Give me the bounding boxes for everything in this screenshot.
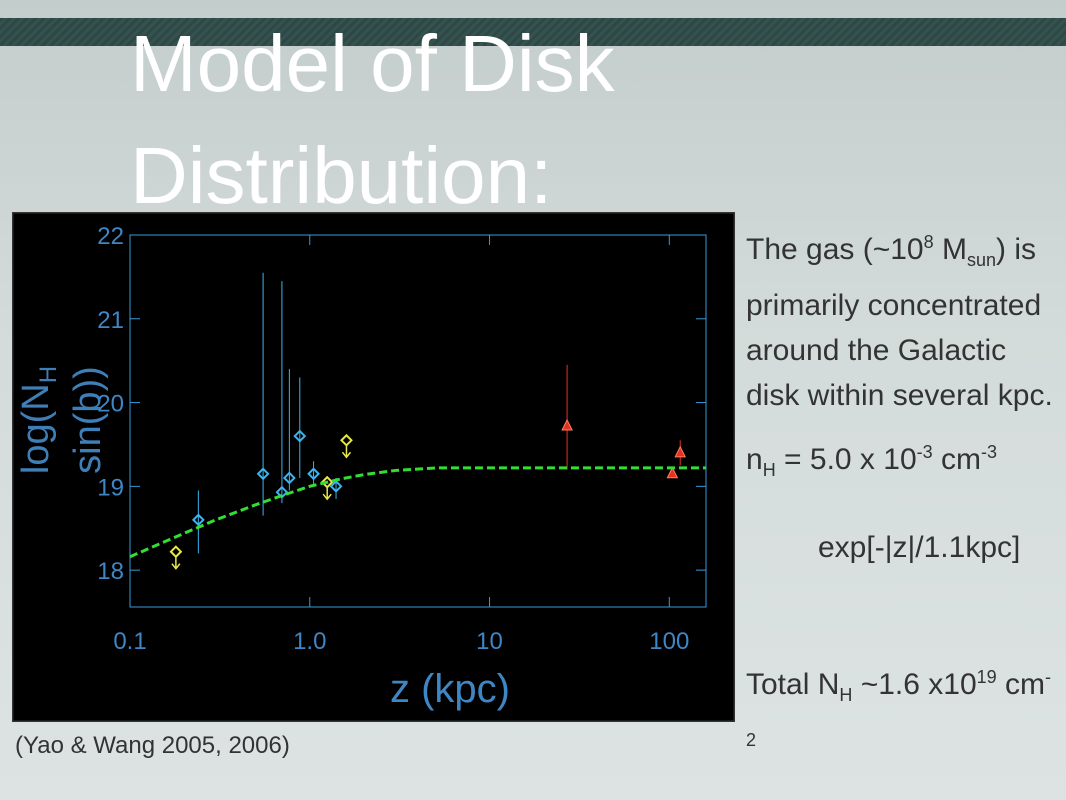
marker <box>282 471 296 485</box>
sub: H <box>762 460 776 480</box>
y-label-sub: H <box>35 366 62 383</box>
marker <box>329 479 343 493</box>
sub: H <box>839 685 853 705</box>
marker <box>666 466 679 479</box>
upper-limit-arrow <box>171 556 181 570</box>
marker <box>320 475 334 489</box>
x-tick-label: 0.1 <box>113 628 146 655</box>
text: M <box>941 233 967 266</box>
marker <box>307 467 320 481</box>
text: = 5.0 x 10 <box>784 443 917 476</box>
marker <box>275 485 289 499</box>
exp-note: exp[-|z|/1.1kpc] <box>746 525 1046 570</box>
marker <box>169 545 183 559</box>
text: ~1.6 x10 <box>860 668 977 701</box>
sup: -3 <box>981 442 998 462</box>
y-axis-label-2: sin(b)) <box>67 366 109 474</box>
x-axis-label: z (kpc) <box>390 667 510 711</box>
y-tick-label: 18 <box>97 558 124 585</box>
y-tick-label: 21 <box>97 307 124 334</box>
density-note: nH = 5.0 x 10-3 cm-3 <box>746 430 1058 493</box>
sub: sun <box>966 250 997 270</box>
text: n <box>746 443 763 476</box>
sup: 8 <box>923 232 934 252</box>
chart: z (kpc) log(NH sin(b)) 0.1 1.0 10 100 18 19 20… <box>12 212 735 722</box>
text: exp[-|z|/1.1kpc] <box>818 531 1021 564</box>
marker <box>256 467 270 481</box>
marker <box>293 429 307 443</box>
text: cm <box>1005 668 1046 701</box>
y-tick-label: 22 <box>97 223 124 250</box>
gas-note: The gas (~108 Msun) is primarily concent… <box>746 220 1058 418</box>
plot-frame <box>129 234 707 608</box>
text: The gas (~10 <box>746 233 924 266</box>
text: ) is primarily concentrated around the G… <box>746 233 1053 412</box>
header-band <box>0 18 1066 46</box>
total-note: Total NH ~1.6 x1019 cm-2 <box>746 655 1058 770</box>
upper-limit-arrow <box>322 487 332 501</box>
upper-limit-arrow <box>341 445 352 459</box>
citation: (Yao & Wang 2005, 2006) <box>15 728 315 764</box>
y-label-text: log(N <box>15 383 57 474</box>
y-tick-label: 19 <box>97 474 124 501</box>
marker <box>561 418 573 431</box>
marker <box>674 445 687 458</box>
citation-text: (Yao & Wang 2005, 2006) <box>15 732 290 759</box>
marker <box>191 513 205 527</box>
x-tick-label: 1.0 <box>293 628 326 655</box>
slide-title: Model of Disk Distribution: <box>130 19 615 220</box>
x-tick-label: 10 <box>476 628 503 655</box>
marker <box>340 433 353 447</box>
sup: -3 <box>916 442 933 462</box>
text: cm <box>941 443 981 476</box>
y-tick-label: 20 <box>97 391 124 418</box>
sup: 19 <box>976 667 997 687</box>
x-tick-label: 100 <box>649 628 689 655</box>
y-axis-label: log(NH <box>15 366 62 474</box>
text: Total N <box>746 668 840 701</box>
sup: -2 <box>746 667 1052 750</box>
